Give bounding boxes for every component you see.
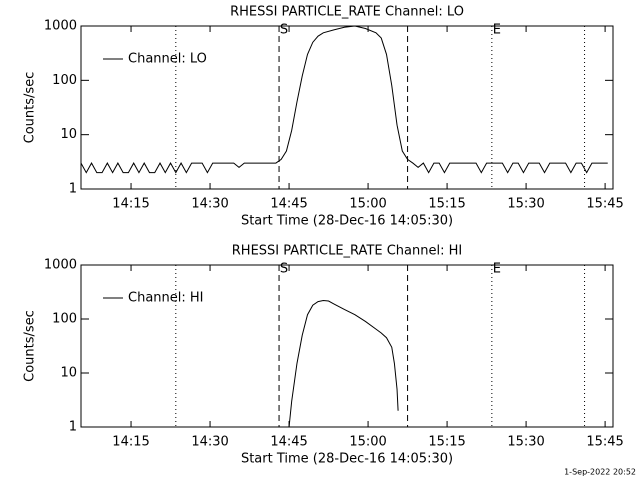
x-tick-label: 14:30 xyxy=(191,197,228,212)
x-tick-label: 15:45 xyxy=(586,435,623,450)
plot-frame xyxy=(80,264,614,428)
y-axis-label: Counts/sec xyxy=(23,72,38,144)
x-tick-label: 14:15 xyxy=(112,197,149,212)
x-tick-label: 15:00 xyxy=(349,435,386,450)
x-axis-label: Start Time (28-Dec-16 14:05:30) xyxy=(241,214,453,229)
x-tick-label: 15:15 xyxy=(428,435,465,450)
y-tick-label: 100 xyxy=(52,73,77,88)
y-tick-label: 10 xyxy=(60,366,77,381)
marker-label: S xyxy=(280,23,288,38)
data-line xyxy=(80,25,608,174)
x-tick-label: 14:45 xyxy=(270,435,307,450)
x-axis-label: Start Time (28-Dec-16 14:05:30) xyxy=(241,452,453,467)
marker-label: E xyxy=(493,23,501,38)
y-tick-label: 10 xyxy=(60,127,77,142)
y-tick-label: 1 xyxy=(69,420,77,435)
chart-title: RHESSI PARTICLE_RATE Channel: LO xyxy=(230,5,464,20)
marker-label: S xyxy=(280,262,288,277)
marker-label: E xyxy=(493,262,501,277)
legend-label: Channel: HI xyxy=(128,291,204,306)
x-tick-label: 14:45 xyxy=(270,197,307,212)
x-tick-label: 15:00 xyxy=(349,197,386,212)
x-tick-label: 15:45 xyxy=(586,197,623,212)
y-tick-label: 1 xyxy=(69,182,77,197)
x-tick-label: 14:30 xyxy=(191,435,228,450)
x-tick-label: 15:30 xyxy=(507,435,544,450)
x-tick-label: 15:30 xyxy=(507,197,544,212)
data-line xyxy=(288,300,399,428)
footer: 1-Sep-2022 20:52 xyxy=(564,468,636,477)
x-tick-label: 15:15 xyxy=(428,197,465,212)
y-tick-label: 1000 xyxy=(44,258,77,273)
x-tick-label: 14:15 xyxy=(112,435,149,450)
y-axis-label: Counts/sec xyxy=(23,310,38,382)
plot-frame xyxy=(80,25,614,190)
y-tick-label: 100 xyxy=(52,312,77,327)
legend-label: Channel: LO xyxy=(128,52,207,67)
chart-title: RHESSI PARTICLE_RATE Channel: HI xyxy=(232,244,462,259)
y-tick-label: 1000 xyxy=(44,19,77,34)
